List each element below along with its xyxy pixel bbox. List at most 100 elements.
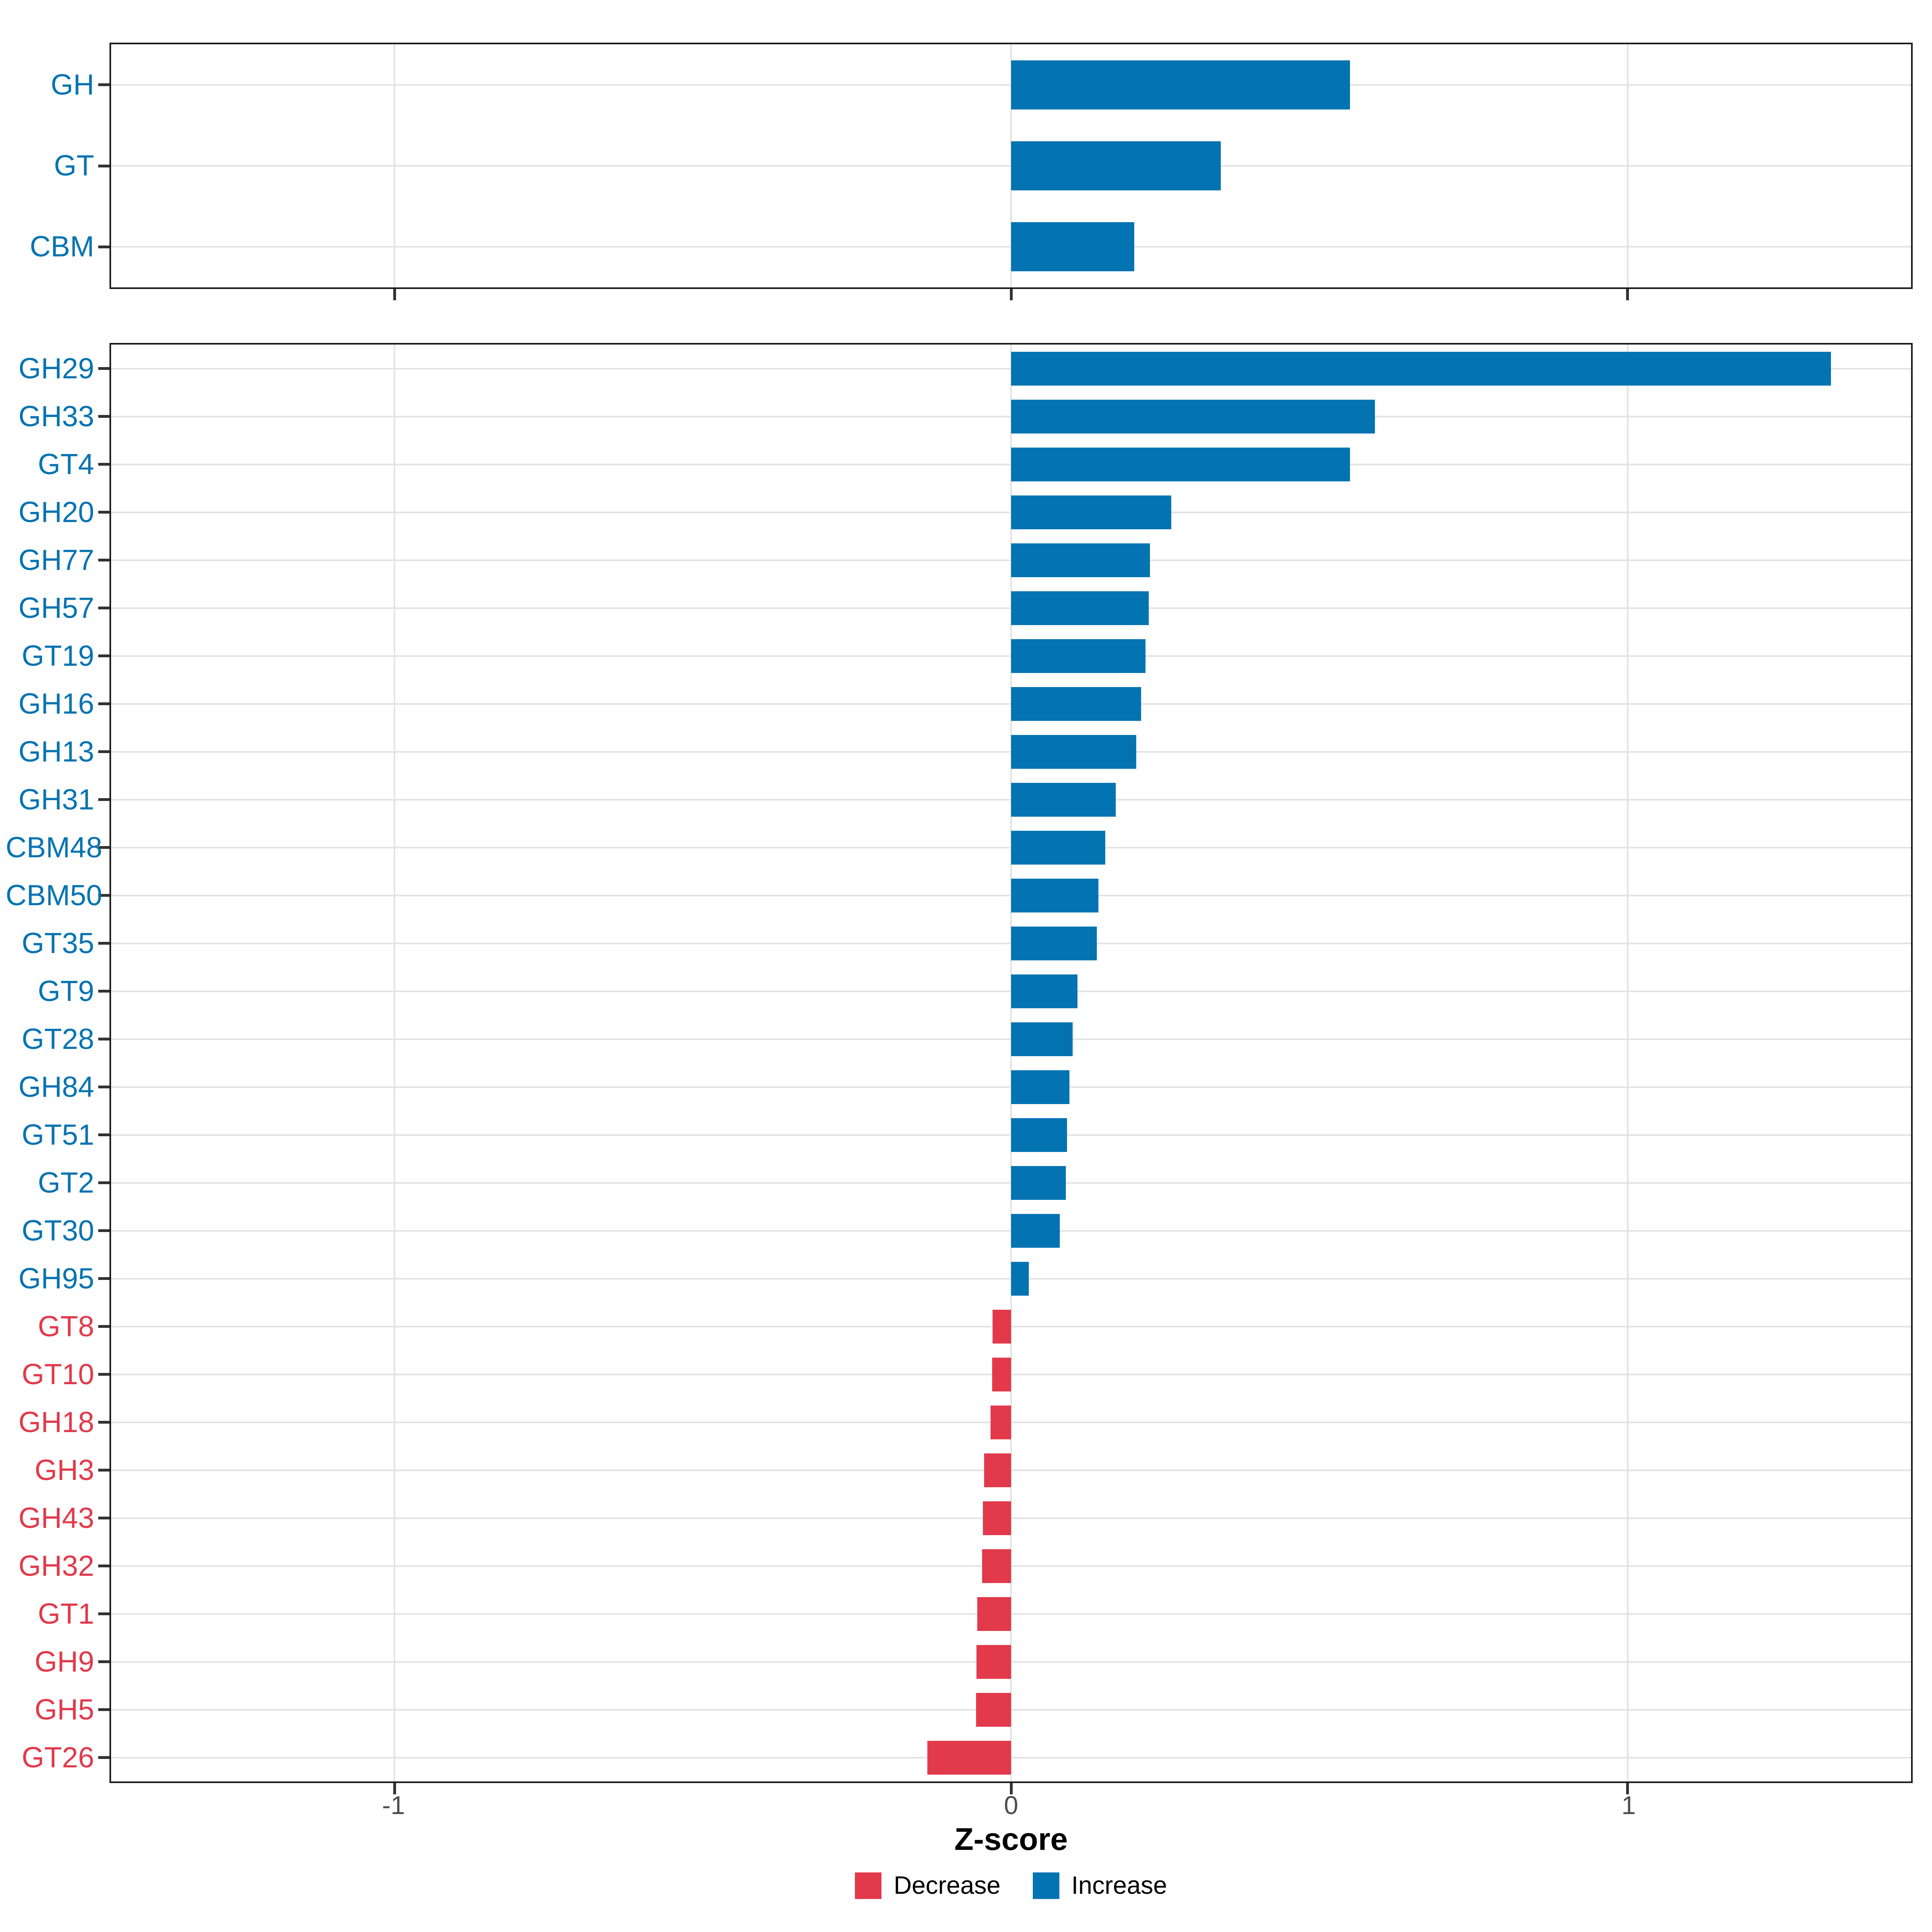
legend-entry-increase: Increase	[1032, 1872, 1167, 1899]
h-gridline	[111, 1757, 1911, 1759]
bar-gh9	[976, 1645, 1011, 1679]
x-axis-title: Z-score	[954, 1821, 1068, 1857]
y-axis-tick	[98, 415, 109, 418]
y-axis-tick	[98, 654, 109, 657]
category-label-gt8: GT8	[37, 1310, 94, 1343]
bar-gh16	[1011, 687, 1141, 721]
h-gridline	[111, 1613, 1911, 1615]
y-axis-tick	[98, 1469, 109, 1472]
h-gridline	[111, 1517, 1911, 1519]
bar-gt8	[993, 1309, 1011, 1344]
category-label-gh31: GH31	[18, 783, 94, 816]
bar-gt35	[1011, 926, 1097, 960]
y-axis-tick	[98, 1612, 109, 1615]
x-axis-tick	[1009, 289, 1013, 300]
y-axis-tick	[98, 1756, 109, 1759]
bar-gh18	[991, 1405, 1011, 1439]
y-axis-tick	[98, 463, 109, 466]
bar-cbm	[1011, 222, 1135, 272]
bar-cbm50	[1011, 878, 1099, 912]
bar-gt26	[927, 1740, 1011, 1775]
bar-gh32	[982, 1549, 1011, 1583]
category-label-gh13: GH13	[18, 735, 94, 768]
y-axis-tick	[98, 1133, 109, 1136]
y-axis-tick	[98, 1373, 109, 1376]
x-tick-label: -1	[382, 1791, 405, 1820]
category-label-cbm48: CBM48	[6, 831, 103, 864]
y-axis-tick	[98, 1325, 109, 1328]
category-label-gt26: GT26	[21, 1741, 94, 1774]
y-axis-tick	[98, 1660, 109, 1663]
legend-swatch-increase	[1032, 1872, 1059, 1899]
category-label-gh18: GH18	[18, 1406, 94, 1439]
category-label-gt19: GT19	[21, 640, 94, 672]
bar-gh13	[1011, 735, 1136, 769]
h-gridline	[111, 1565, 1911, 1567]
category-label-gh: GH	[51, 68, 94, 101]
y-axis-tick	[98, 559, 109, 561]
y-axis-tick	[98, 607, 109, 609]
h-gridline	[111, 1709, 1911, 1711]
category-label-gh20: GH20	[18, 496, 94, 528]
x-axis-tick	[393, 289, 396, 300]
category-label-gt4: GT4	[37, 448, 94, 481]
category-label-gh29: GH29	[18, 352, 94, 385]
bar-gt2	[1011, 1166, 1066, 1200]
y-axis-tick	[98, 1565, 109, 1567]
y-axis-tick	[98, 942, 109, 945]
bar-gt1	[977, 1597, 1011, 1631]
y-axis-tick	[98, 750, 109, 753]
y-axis-tick	[98, 702, 109, 705]
category-label-gh3: GH3	[34, 1454, 94, 1486]
h-gridline	[111, 1661, 1911, 1663]
y-axis-tick	[98, 1421, 109, 1424]
category-label-gt1: GT1	[37, 1598, 94, 1630]
category-label-gt28: GT28	[21, 1023, 94, 1055]
category-label-gh95: GH95	[18, 1262, 94, 1295]
y-axis-tick	[98, 1086, 109, 1088]
bar-gh3	[984, 1453, 1011, 1487]
legend-entry-decrease: Decrease	[855, 1872, 1001, 1899]
legend: Decrease Increase	[109, 1872, 1913, 1899]
panel-enzyme-families: GH29 GH33 GT4 GH20 GH77 GH57 GT19 GH16 GH13 GH31 C…	[6, 343, 1913, 1794]
h-gridline	[111, 1469, 1911, 1471]
bar-gt28	[1011, 1022, 1073, 1056]
legend-label-decrease: Decrease	[894, 1872, 1001, 1899]
x-tick-label: 1	[1621, 1791, 1636, 1820]
x-axis-tick	[1626, 1783, 1629, 1794]
bar-gt10	[992, 1357, 1011, 1391]
bar-gt51	[1011, 1118, 1067, 1152]
y-axis-tick	[98, 245, 109, 248]
y-axis-tick	[98, 1038, 109, 1040]
y-axis-tick	[98, 894, 109, 897]
category-label-gh32: GH32	[18, 1550, 94, 1582]
panel-enzyme-class-summary: GH GT CBM	[30, 43, 1913, 300]
category-label-gh84: GH84	[18, 1071, 94, 1103]
bar-gh33	[1011, 399, 1375, 433]
y-axis-tick	[98, 83, 109, 87]
bar-gt4	[1011, 447, 1350, 481]
y-axis-tick	[98, 164, 109, 167]
category-label-gh57: GH57	[18, 592, 94, 624]
v-gridline	[394, 345, 396, 1781]
category-label-gh33: GH33	[18, 400, 94, 433]
bar-gh57	[1011, 591, 1149, 625]
category-label-gh16: GH16	[18, 687, 94, 720]
x-axis-tick	[1626, 289, 1629, 300]
v-gridline	[1627, 345, 1629, 1781]
category-label-gt2: GT2	[37, 1166, 94, 1199]
category-label-gt9: GT9	[37, 975, 94, 1007]
legend-swatch-decrease	[855, 1872, 882, 1899]
legend-label-increase: Increase	[1071, 1872, 1167, 1899]
bar-gt30	[1011, 1214, 1060, 1248]
bar-gh20	[1011, 495, 1172, 529]
category-label-gh9: GH9	[34, 1645, 94, 1678]
y-axis-tick	[98, 798, 109, 801]
y-axis-tick	[98, 511, 109, 514]
bar-gt19	[1011, 639, 1146, 673]
y-axis-tick	[98, 990, 109, 993]
bar-gh95	[1011, 1261, 1029, 1296]
bar-gh77	[1011, 543, 1150, 577]
bar-gt	[1011, 141, 1221, 190]
bar-gh84	[1011, 1070, 1070, 1104]
